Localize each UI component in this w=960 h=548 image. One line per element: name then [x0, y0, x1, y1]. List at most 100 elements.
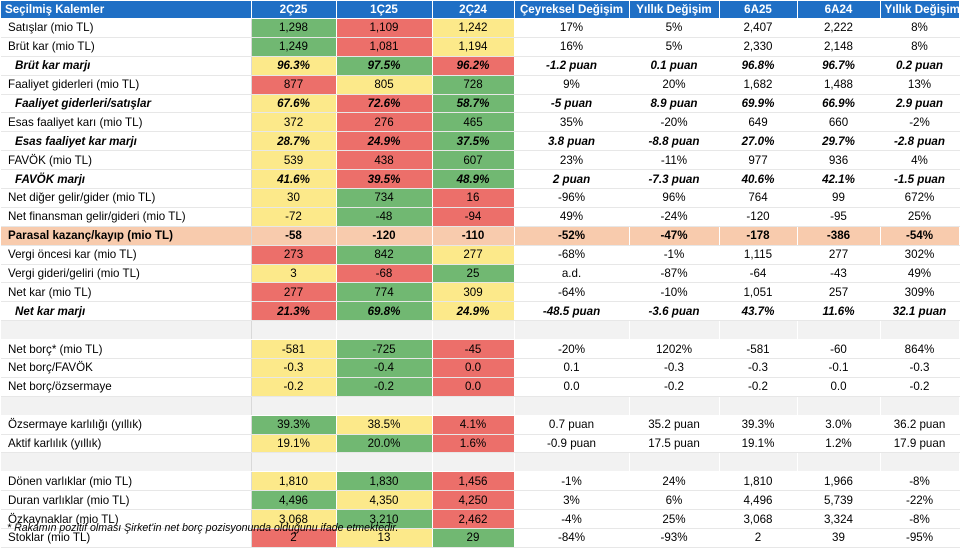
- change-value-cell: 649: [719, 112, 798, 133]
- row-label: Brüt kar marjı: [1, 56, 252, 76]
- change-value-cell: -1.5 puan: [880, 169, 960, 190]
- change-value-cell: -95: [797, 207, 881, 227]
- table-row: Net finansman gelir/gideri (mio TL) -72 -4…: [1, 207, 960, 227]
- quarter-value-cell: 465: [432, 112, 515, 133]
- quarter-value-cell: -48: [336, 207, 433, 227]
- spacer-cell: [629, 320, 720, 341]
- change-value-cell: 1,810: [719, 471, 798, 492]
- change-value-cell: 2 puan: [513, 169, 630, 190]
- spacer-cell: [432, 452, 515, 473]
- change-value-cell: 2,222: [797, 18, 881, 38]
- change-value-cell: 23%: [513, 150, 630, 171]
- quarter-value-cell: -58: [251, 226, 337, 246]
- change-value-cell: 25%: [880, 207, 960, 227]
- change-value-cell: -22%: [880, 490, 960, 511]
- quarter-value-cell: 69.8%: [336, 301, 433, 322]
- quarter-value-cell: 0.0: [432, 377, 515, 397]
- quarter-value-cell: 607: [432, 150, 515, 171]
- spacer-cell: [336, 452, 433, 473]
- table-row: Dönen varlıklar (mio TL) 1,810 1,830 1,456-…: [1, 471, 960, 492]
- spacer-cell: [1, 396, 252, 416]
- quarter-value-cell: 20.0%: [336, 434, 433, 454]
- quarter-value-cell: 3,068: [251, 509, 337, 530]
- quarter-value-cell: -120: [336, 226, 433, 246]
- row-label: Vergi öncesi kar (mio TL): [1, 245, 252, 265]
- change-value-cell: 672%: [880, 188, 960, 208]
- change-value-cell: 0.1: [513, 358, 630, 378]
- row-label: Dönen varlıklar (mio TL): [1, 471, 252, 492]
- change-value-cell: -47%: [629, 226, 720, 246]
- change-value-cell: 977: [719, 150, 798, 171]
- spacer-cell: [719, 452, 798, 473]
- spacer-row: [1, 396, 960, 416]
- row-label: Faaliyet giderleri (mio TL): [1, 75, 252, 95]
- spacer-cell: [880, 320, 960, 341]
- quarter-value-cell: -68: [336, 264, 433, 284]
- change-value-cell: -0.1: [797, 358, 881, 378]
- change-value-cell: -7.3 puan: [629, 169, 720, 190]
- change-value-cell: 2,330: [719, 37, 798, 57]
- change-value-cell: -0.2: [629, 377, 720, 397]
- change-value-cell: -48.5 puan: [513, 301, 630, 322]
- table-row: Özkaynaklar (mio TL) 3,068 3,210 2,462 -4% 25…: [1, 509, 960, 530]
- row-label: Brüt kar (mio TL): [1, 37, 252, 57]
- spacer-row: [1, 452, 960, 473]
- quarter-value-cell: 1,810: [251, 471, 337, 492]
- spacer-cell: [432, 396, 515, 416]
- row-label: Net borç* (mio TL): [1, 339, 252, 360]
- change-value-cell: -84%: [513, 528, 630, 548]
- change-value-cell: 309%: [880, 282, 960, 303]
- change-value-cell: 3.0%: [797, 415, 881, 435]
- change-value-cell: 96.8%: [719, 56, 798, 76]
- change-value-cell: -10%: [629, 282, 720, 303]
- table-row: Net kar marjı 21.3% 69.8% 24.9% -48.5 puan -3…: [1, 301, 960, 322]
- change-value-cell: -0.2: [880, 377, 960, 397]
- change-value-cell: 29.7%: [797, 131, 881, 152]
- change-value-cell: 3.8 puan: [513, 131, 630, 152]
- change-value-cell: -8%: [880, 509, 960, 530]
- quarter-value-cell: 24.9%: [336, 131, 433, 152]
- spacer-cell: [513, 452, 630, 473]
- change-value-cell: -64%: [513, 282, 630, 303]
- quarter-value-cell: 4,496: [251, 490, 337, 511]
- table-row: Faaliyet giderleri/satışlar 67.6% 72.6% 58.…: [1, 94, 960, 114]
- change-value-cell: 8%: [880, 18, 960, 38]
- row-label: Parasal kazanç/kayıp (mio TL): [1, 226, 252, 246]
- footnote: * Rakamın pozitif olması Şirket'in net b…: [7, 522, 399, 534]
- quarter-value-cell: -0.3: [251, 358, 337, 378]
- spacer-cell: [1, 452, 252, 473]
- row-label: Esas faaliyet karı (mio TL): [1, 112, 252, 133]
- change-value-cell: -0.3: [880, 358, 960, 378]
- change-value-cell: -8.8 puan: [629, 131, 720, 152]
- change-value-cell: 6%: [629, 490, 720, 511]
- quarter-value-cell: 372: [251, 112, 337, 133]
- table-row: Özsermaye karlılığı (yıllık) 39.3% 38.5% 4.…: [1, 415, 960, 435]
- header-yearly-change: Yıllık Değişim: [629, 1, 720, 19]
- change-value-cell: 17.5 puan: [629, 434, 720, 454]
- change-value-cell: -1.2 puan: [513, 56, 630, 76]
- quarter-value-cell: 38.5%: [336, 415, 433, 435]
- quarter-value-cell: 1,081: [336, 37, 433, 57]
- change-value-cell: 2: [719, 528, 798, 548]
- quarter-value-cell: -0.2: [251, 377, 337, 397]
- row-label: Net kar marjı: [1, 301, 252, 322]
- change-value-cell: 96%: [629, 188, 720, 208]
- quarter-value-cell: 1,249: [251, 37, 337, 57]
- quarter-value-cell: 309: [432, 282, 515, 303]
- row-label: Net diğer gelir/gider (mio TL): [1, 188, 252, 208]
- change-value-cell: 277: [797, 245, 881, 265]
- change-value-cell: -1%: [629, 245, 720, 265]
- header-2q24: 2Ç24: [432, 1, 515, 19]
- row-label: Satışlar (mio TL): [1, 18, 252, 38]
- change-value-cell: -60: [797, 339, 881, 360]
- quarter-value-cell: 438: [336, 150, 433, 171]
- change-value-cell: 32.1 puan: [880, 301, 960, 322]
- quarter-value-cell: 37.5%: [432, 131, 515, 152]
- change-value-cell: -87%: [629, 264, 720, 284]
- change-value-cell: -96%: [513, 188, 630, 208]
- change-value-cell: 39.3%: [719, 415, 798, 435]
- change-value-cell: 25%: [629, 509, 720, 530]
- quarter-value-cell: 1,298: [251, 18, 337, 38]
- change-value-cell: -0.3: [629, 358, 720, 378]
- change-value-cell: 4%: [880, 150, 960, 171]
